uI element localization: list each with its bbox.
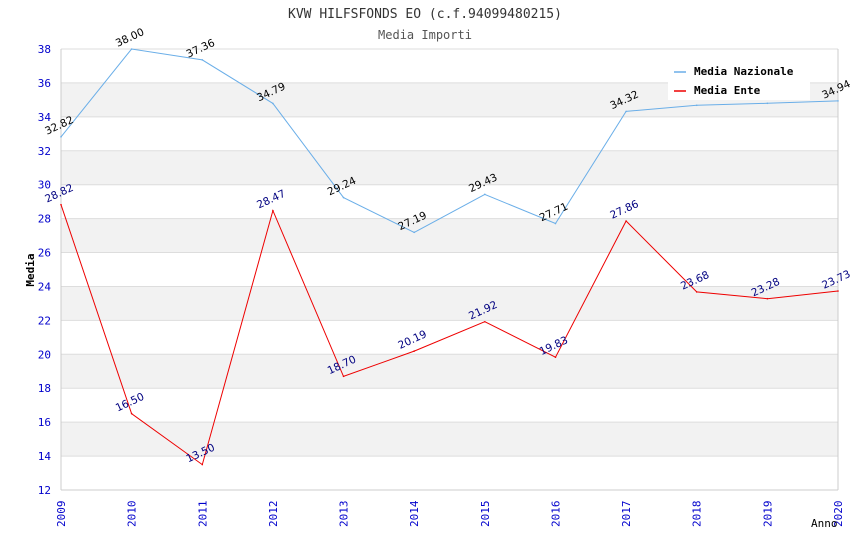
y-tick-label: 20	[38, 348, 51, 361]
y-tick-label: 18	[38, 382, 51, 395]
legend: Media Nazionale Media Ente	[668, 58, 810, 100]
y-tick-label: 16	[38, 416, 51, 429]
y-tick-label: 38	[38, 43, 51, 56]
data-point	[625, 110, 627, 113]
x-tick-label: 2009	[55, 501, 68, 528]
x-axis-label: Anno	[811, 517, 838, 530]
y-axis-label: Media	[24, 253, 37, 286]
data-label: 20.19	[396, 328, 428, 352]
grid-band	[61, 150, 838, 185]
grid-band	[61, 286, 838, 321]
data-point	[60, 203, 62, 206]
data-point	[484, 320, 486, 323]
x-tick-label: 2019	[761, 501, 774, 528]
data-point	[413, 350, 415, 352]
data-point	[837, 290, 839, 292]
x-tick-label: 2018	[691, 501, 704, 528]
x-tick-label: 2017	[620, 501, 633, 528]
data-point	[625, 220, 627, 222]
data-point	[484, 193, 486, 196]
grid-bands	[61, 82, 838, 457]
y-tick-labels: 12 14 16 18 20 22 24 26 28 30 32 34 36 38	[38, 43, 52, 497]
x-tick-label: 2010	[126, 501, 139, 528]
y-tick-label: 24	[38, 280, 52, 293]
data-point	[766, 102, 769, 105]
chart-subtitle: Media Importi	[378, 28, 472, 42]
data-point	[201, 59, 204, 61]
data-point	[413, 231, 415, 234]
data-point	[201, 463, 204, 466]
data-point	[130, 48, 133, 50]
y-tick-label: 28	[38, 213, 51, 226]
grid-band	[61, 218, 838, 253]
y-tick-label: 34	[38, 111, 52, 124]
grid-band	[61, 422, 838, 457]
data-point	[766, 297, 769, 300]
x-tick-label: 2012	[267, 501, 280, 528]
legend-label-media-nazionale: Media Nazionale	[694, 65, 794, 78]
series-line-media-ente	[60, 204, 839, 466]
data-point	[554, 222, 557, 225]
chart-title: KVW HILFSFONDS EO (c.f.94099480215)	[288, 7, 562, 22]
axes	[60, 49, 839, 491]
data-point	[695, 104, 698, 107]
legend-label-media-ente: Media Ente	[694, 84, 761, 97]
data-point	[272, 209, 274, 212]
x-tick-label: 2015	[479, 501, 492, 528]
legend-box	[668, 58, 810, 100]
series-line-media-nazionale	[60, 48, 839, 233]
data-point	[130, 412, 133, 415]
gridlines	[61, 48, 838, 491]
legend-item-media-nazionale: Media Nazionale	[674, 65, 794, 78]
y-tick-label: 30	[38, 179, 51, 192]
data-point	[554, 356, 557, 358]
data-point	[342, 196, 345, 199]
data-label: 37.36	[184, 37, 217, 61]
legend-item-media-ente: Media Ente	[674, 84, 761, 97]
x-tick-label: 2013	[338, 501, 351, 528]
x-tick-label: 2011	[196, 501, 209, 528]
x-tick-labels: 2009 2010 2011 2012 2013 2014 2015 2016 2017 2018…	[55, 500, 845, 527]
data-label: 16.50	[114, 391, 146, 415]
y-tick-label: 26	[38, 247, 51, 260]
data-label: 38.00	[114, 26, 146, 50]
data-point	[342, 375, 345, 378]
data-point	[272, 102, 274, 105]
x-tick-label: 2020	[832, 501, 845, 528]
data-point	[695, 291, 698, 293]
grid-band	[61, 354, 838, 389]
data-point	[837, 100, 839, 102]
series-lines	[60, 48, 839, 466]
x-tick-label: 2014	[408, 500, 421, 527]
x-tick-label: 2016	[549, 501, 562, 528]
y-tick-label: 22	[38, 314, 51, 327]
y-tick-label: 14	[38, 450, 52, 463]
data-point	[60, 136, 62, 138]
y-tick-label: 36	[38, 77, 51, 90]
y-tick-label: 32	[38, 145, 51, 158]
y-tick-label: 12	[38, 484, 51, 497]
data-label: 28.47	[255, 188, 287, 212]
